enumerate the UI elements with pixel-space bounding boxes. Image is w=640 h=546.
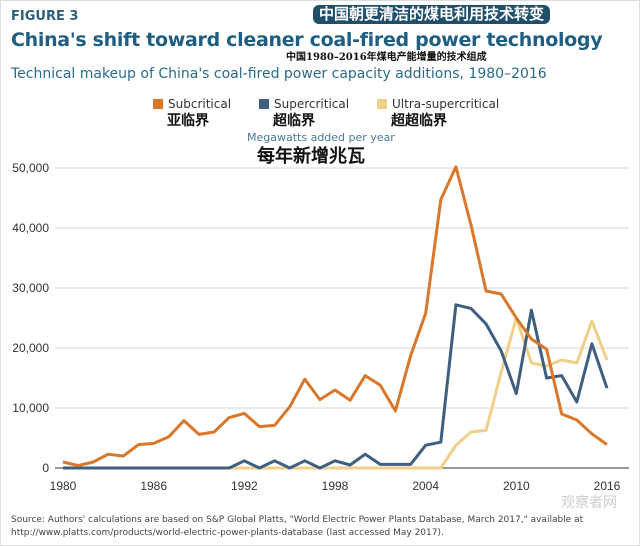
- chart-title: China's shift toward cleaner coal-fired …: [11, 29, 603, 51]
- legend-label-cn: 超临界: [273, 113, 315, 129]
- figure-label: FIGURE 3: [11, 9, 79, 24]
- x-tick-label: 1992: [231, 479, 258, 493]
- legend-item-subcritical: Subcritical 亚临界: [153, 97, 231, 130]
- legend-label: Supercritical: [274, 97, 350, 111]
- y-tick-label: 20,000: [12, 341, 49, 355]
- legend-swatch: [153, 99, 163, 109]
- chart-subtitle: Technical makeup of China's coal-fired p…: [11, 66, 547, 82]
- legend-item-ultra-supercritical: Ultra-supercritical 超超临界: [377, 97, 499, 130]
- legend-item-supercritical: Supercritical 超临界: [259, 97, 349, 130]
- y-axis-label: Megawatts added per year: [247, 131, 395, 144]
- y-tick-label: 30,000: [12, 281, 49, 295]
- x-tick-label: 2010: [503, 479, 530, 493]
- legend-label-cn: 超超临界: [391, 113, 447, 129]
- chinese-title-overlay: 中国朝更清洁的煤电利用技术转变: [313, 5, 551, 24]
- x-tick-label: 1986: [140, 479, 167, 493]
- y-tick-label: 40,000: [12, 221, 49, 235]
- series-line-supercritical: [63, 303, 609, 470]
- chinese-subtitle-overlay: 中国1980–2016年煤电产能增量的技术组成: [286, 52, 487, 63]
- legend-label: Ultra-supercritical: [392, 97, 500, 111]
- source-note: Source: Authors' calculations are based …: [11, 515, 584, 538]
- y-axis-label-cn: 每年新增兆瓦: [257, 146, 365, 167]
- x-tick-label: 1980: [50, 479, 77, 493]
- legend-label: Subcritical: [168, 97, 232, 111]
- y-tick-label: 50,000: [12, 161, 49, 175]
- y-tick-label: 0: [42, 461, 49, 475]
- x-tick-label: 2004: [412, 479, 439, 493]
- legend-swatch: [259, 99, 269, 109]
- watermark: 观察者网: [561, 495, 617, 511]
- legend-swatch: [377, 99, 387, 109]
- y-tick-label: 10,000: [12, 401, 49, 415]
- legend-label-cn: 亚临界: [167, 113, 209, 129]
- x-tick-label: 2016: [594, 479, 621, 493]
- series-line-subcritical: [62, 165, 608, 468]
- x-tick-label: 1998: [322, 479, 349, 493]
